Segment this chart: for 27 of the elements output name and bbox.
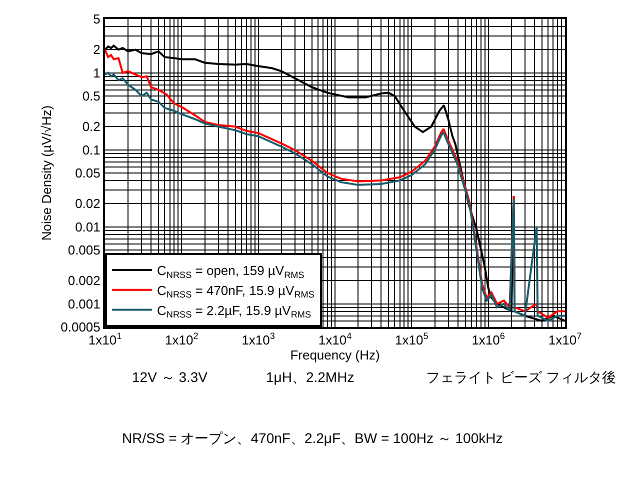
y-tick-label: 0.05 [75,166,100,181]
y-axis-title: Noise Density (µV/√Hz) [39,105,54,241]
y-tick-label: 0.02 [75,196,100,212]
y-tick-label: 0.1 [82,142,100,158]
legend-label: C$_{NRSS}$ = 470nF, 15.9 µV$_{RMS}$ [157,282,314,300]
text: 12V ～ 3.3V [132,369,208,385]
legend-label: C$_{NRSS}$ = 2.2µF, 15.9 µV$_{RMS}$ [157,302,312,320]
x-axis-title: Frequency (Hz) [290,348,380,363]
x-tick-label: 1x10$^{4}$ [318,331,352,348]
x-tick-label: 1x10$^{7}$ [548,331,582,348]
text: フェライト ビーズ フィルタ後 [426,369,616,385]
y-tick-label: 0.01 [75,219,100,234]
text: NR/SS = オープン、470nF、2.2μF、BW = 100Hz ～ 100kHz [122,430,503,446]
y-tick-label: 5 [93,12,100,27]
y-tick-label: 0.005 [68,242,100,258]
y-tick-label: 0.002 [68,273,100,288]
y-tick-label: 0.001 [68,296,100,312]
y-tick-label: 2 [93,42,100,58]
x-tick-label: 1x10$^{3}$ [242,331,275,348]
x-tick-label: 1x10$^{6}$ [472,331,505,348]
legend-label: C$_{NRSS}$ = open, 159 µV$_{RMS}$ [157,263,304,280]
text: 1μH、2.2MHz [266,369,354,385]
x-tick-label: 1x10$^{2}$ [165,331,198,348]
y-tick-label: 1 [93,65,100,80]
x-tick-label: 1x10$^{5}$ [395,331,428,348]
y-tick-label: 0.2 [82,119,100,134]
y-tick-label: 0.5 [82,88,100,104]
